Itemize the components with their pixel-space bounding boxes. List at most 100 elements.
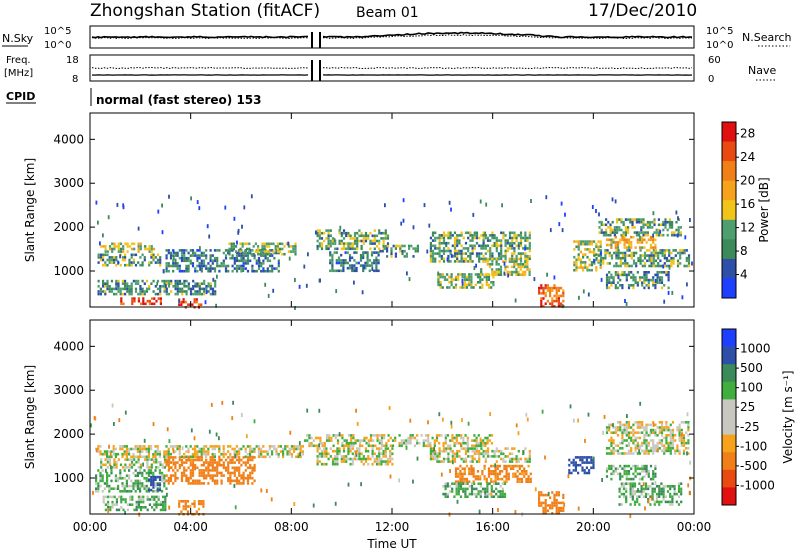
data-cell — [628, 244, 630, 247]
data-cell — [627, 229, 629, 232]
data-cell — [179, 288, 181, 291]
data-cell — [144, 248, 146, 251]
data-cell — [483, 247, 485, 250]
data-cell — [238, 459, 240, 462]
data-cell — [220, 453, 222, 456]
data-cell — [192, 254, 194, 257]
data-cell — [525, 413, 527, 417]
data-cell — [181, 282, 183, 285]
data-cell — [158, 496, 160, 499]
data-cell — [223, 260, 225, 263]
data-cell — [289, 450, 291, 453]
data-cell — [648, 239, 650, 242]
data-cell — [468, 473, 470, 476]
data-cell — [374, 445, 376, 448]
y-tick-label: 2000 — [53, 220, 84, 234]
data-cell — [680, 231, 682, 234]
data-cell — [243, 472, 245, 475]
data-cell — [547, 504, 549, 507]
data-cell — [582, 266, 584, 269]
data-cell — [318, 443, 320, 447]
data-cell — [144, 259, 146, 262]
data-cell — [358, 235, 360, 238]
nave-tick-top: 60 — [708, 55, 721, 66]
data-cell — [121, 448, 123, 451]
data-cell — [244, 253, 246, 256]
data-cell — [140, 498, 142, 501]
data-cell — [115, 285, 117, 288]
data-cell — [225, 469, 227, 472]
data-cell — [254, 257, 256, 260]
data-cell — [341, 248, 343, 251]
data-cell — [476, 460, 478, 463]
data-cell — [474, 247, 476, 250]
data-cell — [160, 303, 162, 306]
data-cell — [545, 302, 547, 305]
colorbar-swatch — [722, 200, 736, 220]
data-cell — [443, 260, 445, 263]
data-cell — [664, 218, 666, 221]
data-cell — [170, 445, 172, 448]
data-cell — [212, 293, 214, 296]
data-cell — [500, 266, 502, 269]
data-cell — [374, 229, 376, 232]
data-cell — [591, 269, 593, 272]
data-cell — [646, 450, 648, 453]
data-cell — [468, 422, 470, 426]
data-cell — [637, 442, 639, 445]
data-cell — [122, 293, 124, 296]
data-cell — [680, 493, 682, 496]
data-cell — [240, 477, 242, 480]
data-cell — [615, 257, 617, 260]
data-cell — [242, 245, 244, 248]
data-cell — [500, 453, 502, 456]
data-cell — [141, 450, 143, 453]
data-cell — [475, 264, 477, 268]
data-cell — [240, 482, 242, 485]
data-cell — [663, 300, 665, 304]
data-cell — [496, 450, 498, 453]
data-cell — [480, 493, 482, 496]
data-cell — [183, 298, 185, 301]
data-cell — [450, 421, 452, 425]
data-cell — [523, 467, 525, 470]
data-cell — [667, 490, 669, 493]
data-cell — [183, 500, 185, 503]
data-cell — [684, 235, 686, 239]
data-cell — [257, 245, 259, 248]
data-cell — [97, 445, 99, 448]
data-cell — [443, 232, 445, 235]
data-cell — [113, 243, 115, 246]
data-cell — [111, 503, 113, 506]
data-cell — [479, 278, 481, 281]
data-cell — [147, 509, 149, 512]
data-cell — [612, 221, 614, 224]
data-cell — [239, 248, 241, 251]
data-cell — [240, 464, 242, 467]
data-cell — [497, 482, 499, 485]
data-cell — [243, 265, 245, 268]
data-cell — [465, 242, 467, 245]
data-cell — [465, 260, 467, 263]
data-cell — [451, 488, 453, 491]
data-cell — [381, 442, 383, 445]
data-cell — [520, 273, 522, 276]
data-cell — [487, 442, 489, 445]
data-cell — [218, 270, 220, 273]
data-cell — [648, 450, 650, 453]
colorbar-swatch — [722, 142, 736, 162]
data-cell — [478, 258, 480, 261]
power-colorbar-label: Power [dB] — [757, 177, 771, 242]
data-cell — [108, 445, 110, 449]
data-cell — [616, 231, 618, 234]
data-cell — [328, 248, 330, 251]
data-cell — [679, 249, 681, 252]
data-cell — [343, 460, 345, 463]
data-cell — [99, 472, 101, 475]
data-cell — [632, 498, 634, 501]
data-cell — [97, 490, 99, 493]
data-cell — [98, 254, 100, 257]
data-cell — [447, 447, 449, 450]
data-cell — [687, 426, 689, 429]
data-cell — [670, 437, 672, 440]
